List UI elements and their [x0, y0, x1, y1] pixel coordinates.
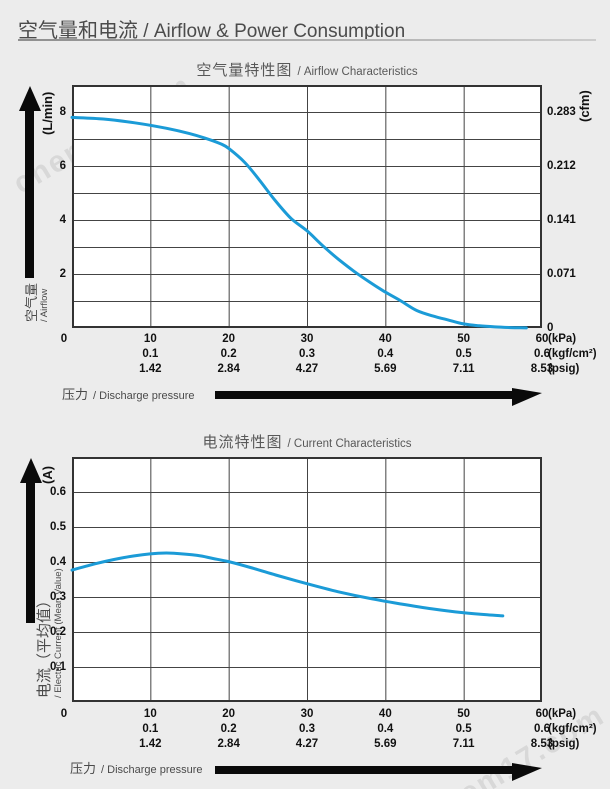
x-tick-label: 0.1 [142, 723, 159, 735]
airflow-x-axis-title: 压力 / Discharge pressure [62, 384, 195, 404]
gridlines [72, 85, 542, 328]
x-tick-label: 30 [300, 708, 314, 720]
x-tick-label: 0.6 [534, 723, 550, 735]
up-arrow-shaft [25, 108, 34, 278]
airflow-x-axis-title-zh: 压力 [62, 387, 89, 402]
x-tick-label: 7.11 [452, 738, 475, 750]
page-title: 空气量和电流 / Airflow & Power Consumption [18, 8, 405, 45]
x-tick-label: 50 [457, 708, 471, 720]
x-tick-label: 0.3 [299, 723, 315, 735]
right-arrow-shaft [215, 766, 514, 774]
page-title-zh: 空气量和电流 [18, 20, 138, 42]
up-arrow-shaft [26, 480, 35, 623]
y-tick-label: 0.1 [50, 661, 66, 673]
airflow-chart-title-zh: 空气量特性图 [196, 62, 293, 79]
x-tick-label: 0.5 [455, 723, 472, 735]
current-x-axis-title: 压力 / Discharge pressure [70, 758, 203, 778]
x-tick-label: 0.3 [299, 348, 315, 360]
y2-tick-label: 0 [547, 322, 554, 334]
x-tick-label: 20 [222, 333, 236, 345]
airflow-x-axis-title-en: / Discharge pressure [93, 390, 195, 402]
y-tick-label: 8 [59, 106, 66, 118]
airflow-curve [70, 115, 528, 330]
y-tick-label: 0.6 [50, 486, 66, 498]
x-tick-label: 30 [300, 333, 314, 345]
x-tick-label: 10 [143, 333, 157, 345]
airflow-chart-title: 空气量特性图 / Airflow Characteristics [72, 59, 542, 80]
x-tick-label: 0 [60, 708, 68, 720]
airflow-plot-svg [70, 85, 542, 330]
y2-tick-label: 0.071 [547, 268, 576, 280]
x-tick-label: 5.69 [374, 738, 397, 750]
current-chart-title: 电流特性图 / Current Characteristics [72, 431, 542, 452]
y2-tick-label: 0.283 [547, 106, 576, 118]
current-plot-svg [70, 457, 542, 702]
y-tick-label: 6 [59, 160, 66, 172]
x-axis-unit-label: (psig) [548, 363, 580, 375]
x-tick-label: 20 [222, 708, 236, 720]
x-axis-unit-label: (kPa) [548, 333, 577, 345]
x-tick-label: 0 [60, 333, 68, 345]
x-tick-label: 40 [378, 708, 392, 720]
current-x-axis-title-en: / Discharge pressure [101, 764, 203, 776]
x-axis-unit-label: (psig) [548, 738, 580, 750]
x-tick-label: 4.27 [295, 738, 319, 750]
x-tick-label: 8.53 [530, 363, 554, 375]
x-tick-label: 0.6 [534, 348, 550, 360]
x-tick-label: 0.4 [377, 723, 394, 735]
x-tick-label: 0.2 [220, 723, 237, 735]
x-tick-label: 60 [535, 708, 549, 720]
x-tick-label: 5.69 [374, 363, 397, 375]
y-tick-label: 0.4 [50, 556, 66, 568]
airflow-y-axis-title: 空气量 / Airflow [24, 283, 50, 322]
current-chart-title-zh: 电流特性图 [202, 434, 283, 451]
current-x-axis-title-zh: 压力 [70, 761, 97, 776]
current-chart-title-en: / Current Characteristics [287, 438, 412, 450]
y-tick-label: 0.3 [50, 591, 66, 603]
plot-border [72, 457, 542, 702]
x-tick-label: 40 [378, 333, 392, 345]
x-tick-label: 0.5 [455, 348, 472, 360]
right-arrow-head-icon [512, 763, 542, 781]
y-tick-label: 2 [59, 268, 66, 280]
y-tick-label: 0.2 [50, 626, 66, 638]
x-axis-unit-label: (kPa) [548, 708, 577, 720]
x-tick-label: 4.27 [295, 363, 319, 375]
page-title-en: / Airflow & Power Consumption [138, 21, 406, 42]
x-tick-label: 8.53 [530, 738, 554, 750]
y-tick-label: 0.5 [50, 521, 66, 533]
x-tick-label: 2.84 [217, 738, 240, 750]
x-axis-unit-label: (kgf/cm²) [548, 723, 597, 735]
right-arrow-shaft [215, 391, 514, 399]
x-tick-label: 1.42 [139, 363, 162, 375]
airflow-chart-title-en: / Airflow Characteristics [297, 66, 418, 78]
x-tick-label: 10 [143, 708, 157, 720]
x-tick-label: 1.42 [139, 738, 162, 750]
x-tick-label: 50 [457, 333, 471, 345]
x-tick-label: 0.1 [142, 348, 159, 360]
x-tick-label: 2.84 [217, 363, 240, 375]
x-tick-label: 0.4 [377, 348, 394, 360]
gridlines [72, 457, 542, 702]
y-tick-label: 4 [59, 214, 66, 226]
current-y-unit-label: (A) [40, 465, 55, 484]
plot-border [72, 85, 542, 328]
right-arrow-head-icon [512, 388, 542, 406]
y2-tick-label: 0.212 [547, 160, 576, 172]
x-tick-label: 60 [535, 333, 549, 345]
airflow-y-axis-title-zh: 空气量 [24, 282, 39, 322]
x-tick-label: 0.2 [220, 348, 237, 360]
airflow-y-axis-title-en: / Airflow [39, 288, 50, 322]
y2-tick-label: 0.141 [547, 214, 576, 226]
title-underline [18, 39, 596, 41]
current-curve [70, 551, 505, 618]
x-axis-unit-label: (kgf/cm²) [548, 348, 597, 360]
x-tick-label: 7.11 [452, 363, 475, 375]
